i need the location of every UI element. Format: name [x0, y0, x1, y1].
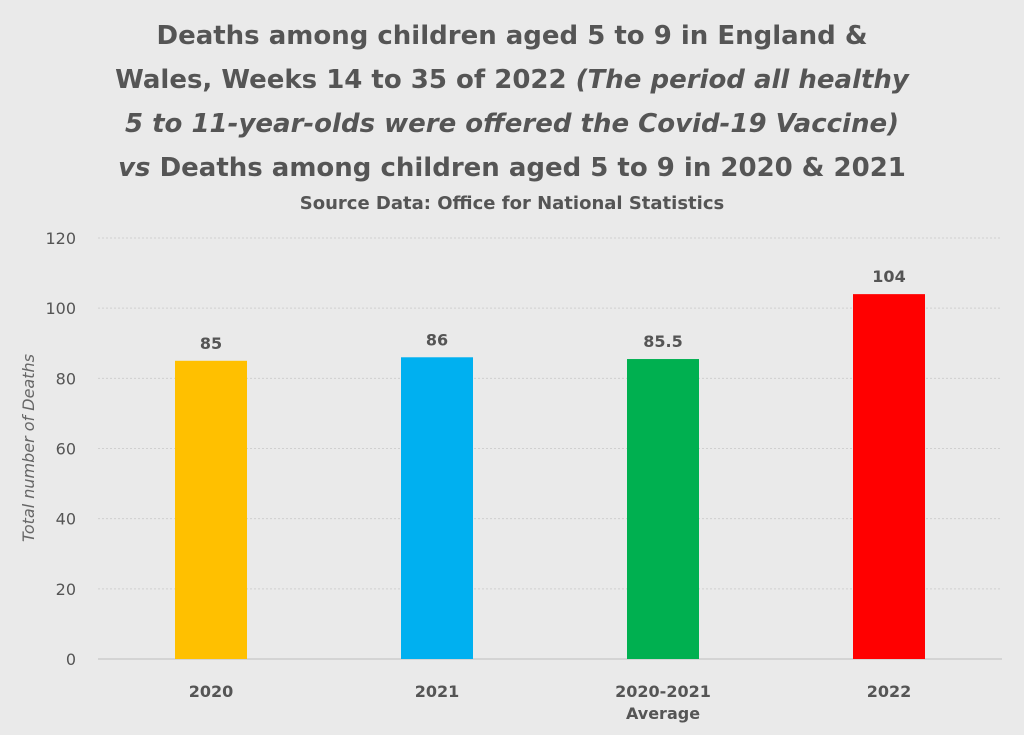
title-line-4-italic: vs: [118, 153, 151, 183]
y-tick-label: 60: [56, 440, 76, 459]
title-line-4-plain: Deaths among children aged 5 to 9 in 202…: [150, 153, 906, 183]
chart-title: Deaths among children aged 5 to 9 in Eng…: [0, 14, 1024, 216]
title-line-2-italic: (The period all healthy: [575, 65, 909, 95]
y-tick-label: 80: [56, 369, 76, 388]
x-tick-label: 2022: [867, 682, 912, 701]
bar: [175, 360, 247, 659]
data-label: 104: [872, 267, 905, 286]
y-tick-label: 0: [66, 650, 76, 669]
y-tick-label: 20: [56, 580, 76, 599]
data-label: 86: [426, 330, 448, 349]
title-line-4: vs Deaths among children aged 5 to 9 in …: [0, 146, 1024, 190]
title-line-2: Wales, Weeks 14 to 35 of 2022 (The perio…: [0, 58, 1024, 102]
x-tick-label: 2021: [415, 682, 460, 701]
title-line-2-plain: Wales, Weeks 14 to 35 of 2022: [115, 65, 576, 95]
y-tick-label: 120: [45, 229, 76, 248]
x-tick-label: 2020: [189, 682, 234, 701]
bar: [853, 294, 925, 659]
title-line-1: Deaths among children aged 5 to 9 in Eng…: [0, 14, 1024, 58]
chart-subtitle: Source Data: Office for National Statist…: [299, 193, 725, 214]
data-label: 85.5: [643, 332, 682, 351]
title-line-3-italic: 5 to 11-year-olds were offered the Covid…: [124, 109, 899, 139]
data-label: 85: [200, 334, 222, 353]
x-tick-label: 2020-2021: [615, 682, 711, 701]
bar: [627, 359, 699, 659]
title-line-1-text: Deaths among children aged 5 to 9 in Eng…: [156, 21, 868, 51]
bar: [401, 357, 473, 659]
y-tick-label: 40: [56, 510, 76, 529]
y-tick-label: 100: [45, 299, 76, 318]
y-axis-title: Total number of Deaths: [19, 354, 38, 542]
title-line-3: 5 to 11-year-olds were offered the Covid…: [0, 102, 1024, 146]
x-tick-label: Average: [626, 704, 700, 723]
